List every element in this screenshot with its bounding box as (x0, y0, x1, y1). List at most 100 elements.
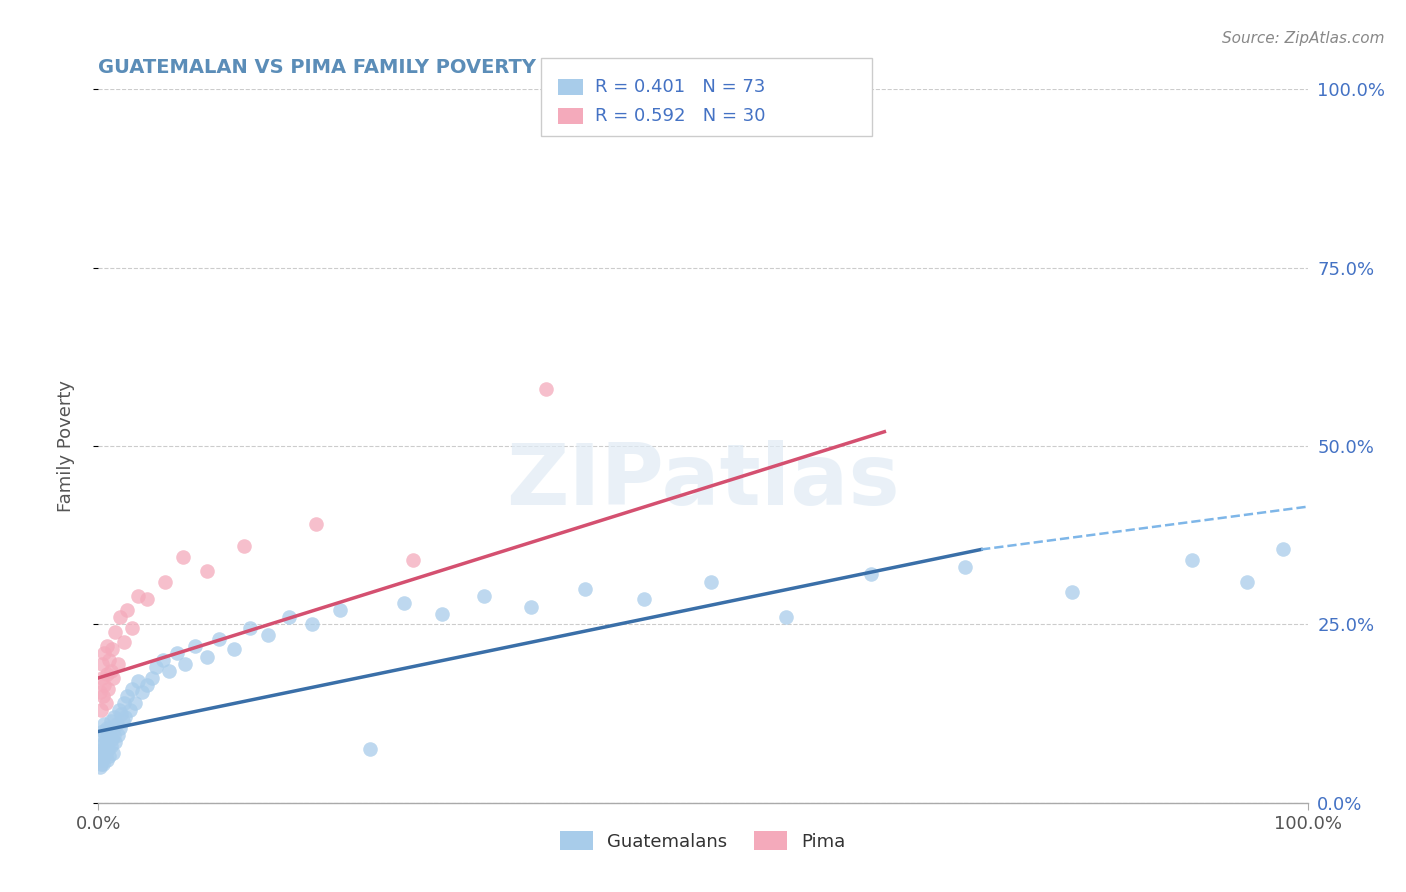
Point (96, 667, 118, 681)
Point (127, 589, 149, 603)
Point (97, 681, 120, 696)
Point (117, 689, 139, 703)
Point (152, 653, 174, 667)
Point (103, 728, 125, 742)
Point (195, 564, 218, 578)
Point (955, 560, 977, 574)
Point (96, 721, 118, 735)
Point (97, 728, 120, 742)
Point (184, 639, 207, 653)
Point (89, 685, 111, 699)
Point (94, 731, 117, 746)
Point (222, 642, 245, 657)
Point (101, 671, 124, 685)
Point (89, 760, 111, 774)
Point (860, 567, 883, 582)
Point (100, 731, 122, 746)
Point (775, 610, 797, 624)
Text: Source: ZipAtlas.com: Source: ZipAtlas.com (1222, 31, 1385, 46)
Point (1272, 542, 1295, 557)
Point (166, 646, 188, 660)
Point (121, 621, 143, 635)
Point (127, 674, 149, 689)
Point (93, 717, 115, 731)
Point (104, 735, 127, 749)
Point (93, 678, 115, 692)
Point (208, 632, 231, 646)
Point (174, 657, 197, 671)
Point (394, 596, 416, 610)
Point (90, 756, 112, 771)
Point (97, 742, 120, 756)
Point (103, 710, 125, 724)
Point (96, 639, 118, 653)
Point (100, 714, 122, 728)
Point (91, 739, 114, 753)
Point (1180, 553, 1202, 567)
Text: R = 0.401   N = 73: R = 0.401 N = 73 (595, 78, 765, 96)
Point (94, 696, 117, 710)
Point (111, 714, 134, 728)
Point (633, 592, 655, 607)
Point (278, 610, 301, 624)
Point (232, 539, 254, 553)
Point (90, 746, 112, 760)
Point (98, 653, 121, 667)
Point (121, 681, 143, 696)
Point (301, 617, 323, 632)
Point (105, 717, 128, 731)
Point (91, 742, 114, 756)
Point (91, 756, 114, 771)
Point (93, 735, 115, 749)
Point (101, 746, 124, 760)
Point (135, 678, 157, 692)
Point (94, 746, 117, 760)
Point (108, 610, 131, 624)
Point (430, 607, 453, 621)
Point (96, 739, 118, 753)
Point (360, 742, 382, 756)
Text: R = 0.592   N = 30: R = 0.592 N = 30 (595, 107, 765, 125)
Point (305, 517, 328, 532)
Point (574, 582, 596, 596)
Point (172, 549, 194, 564)
Point (100, 739, 122, 753)
Text: GUATEMALAN VS PIMA FAMILY POVERTY CORRELATION CHART: GUATEMALAN VS PIMA FAMILY POVERTY CORREL… (98, 57, 776, 77)
Point (91, 728, 114, 742)
Point (534, 382, 557, 396)
Point (91, 689, 114, 703)
Point (472, 589, 495, 603)
Point (108, 721, 131, 735)
Point (114, 710, 136, 724)
Point (195, 649, 218, 664)
Point (91, 753, 114, 767)
Point (96, 753, 118, 767)
Point (91, 671, 114, 685)
Point (112, 696, 135, 710)
Point (402, 553, 425, 567)
Point (256, 628, 278, 642)
Text: ZIPatlas: ZIPatlas (506, 440, 900, 524)
Point (520, 599, 543, 614)
Point (107, 657, 129, 671)
Point (153, 574, 176, 589)
Point (141, 671, 163, 685)
Point (98, 749, 121, 764)
Point (1060, 585, 1083, 599)
Legend: Guatemalans, Pima: Guatemalans, Pima (553, 824, 853, 858)
Point (118, 703, 141, 717)
Point (329, 603, 352, 617)
Point (112, 635, 135, 649)
Point (108, 703, 131, 717)
Point (93, 646, 115, 660)
Point (157, 664, 180, 678)
Point (98, 724, 121, 739)
Point (700, 574, 723, 589)
Point (100, 664, 122, 678)
Point (145, 660, 167, 674)
Point (135, 592, 157, 607)
Point (104, 624, 127, 639)
Point (100, 642, 122, 657)
Point (93, 749, 115, 764)
Point (131, 685, 153, 699)
